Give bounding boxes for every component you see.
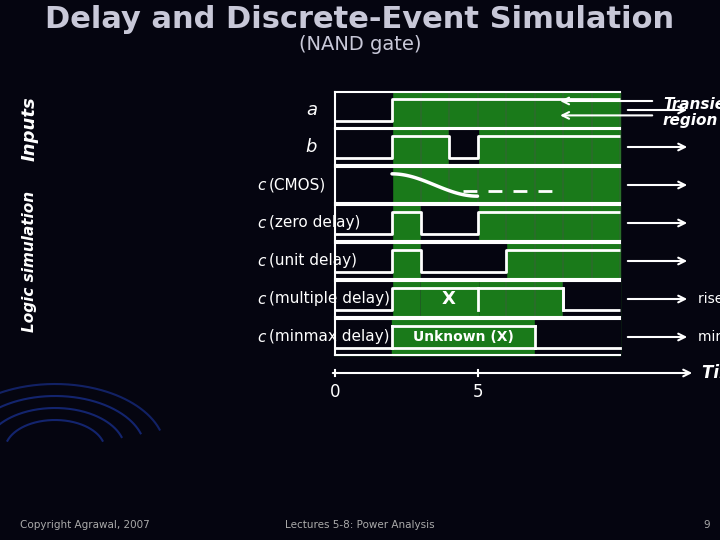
Bar [335, 92, 392, 128]
Bar [563, 281, 620, 317]
Bar [420, 205, 477, 241]
Text: (unit delay): (unit delay) [269, 253, 357, 268]
Text: Unknown (X): Unknown (X) [413, 330, 513, 344]
Text: (zero delay): (zero delay) [269, 215, 361, 231]
Text: Transient: Transient [663, 97, 720, 112]
Text: c: c [257, 292, 266, 307]
Bar [335, 243, 620, 279]
Text: X: X [442, 290, 456, 308]
Bar [335, 167, 620, 203]
Text: min =2, max =5: min =2, max =5 [698, 330, 720, 344]
Bar [335, 281, 392, 317]
Bar [449, 129, 477, 165]
Bar [335, 319, 620, 355]
Text: a: a [306, 101, 317, 119]
Text: 0: 0 [330, 383, 341, 401]
Bar [335, 129, 620, 165]
Bar [335, 205, 620, 241]
Text: 5: 5 [472, 383, 482, 401]
Bar [335, 129, 392, 165]
Bar [335, 92, 620, 128]
Text: rise=5, fall=5: rise=5, fall=5 [698, 292, 720, 306]
Text: (CMOS): (CMOS) [269, 178, 326, 192]
Text: c: c [257, 329, 266, 345]
Text: (minmax delay): (minmax delay) [269, 329, 390, 345]
Bar [392, 319, 534, 355]
Bar [420, 281, 477, 317]
Text: 9: 9 [703, 520, 710, 530]
Text: Delay and Discrete-Event Simulation: Delay and Discrete-Event Simulation [45, 5, 675, 35]
Text: Copyright Agrawal, 2007: Copyright Agrawal, 2007 [20, 520, 150, 530]
Text: region: region [663, 113, 719, 129]
Bar [335, 243, 392, 279]
Bar [420, 243, 506, 279]
Bar [335, 281, 620, 317]
Text: b: b [305, 138, 317, 156]
Bar [420, 319, 534, 355]
Text: Logic simulation: Logic simulation [22, 191, 37, 332]
Text: Time units: Time units [702, 364, 720, 382]
Bar [335, 319, 392, 355]
Text: c: c [257, 253, 266, 268]
Text: (NAND gate): (NAND gate) [299, 35, 421, 53]
Text: c: c [257, 215, 266, 231]
Text: Lectures 5-8: Power Analysis: Lectures 5-8: Power Analysis [285, 520, 435, 530]
Text: (multiple delay): (multiple delay) [269, 292, 390, 307]
Bar [335, 167, 392, 203]
Text: c: c [257, 178, 266, 192]
Bar [534, 319, 620, 355]
Text: Inputs: Inputs [21, 96, 39, 161]
Bar [335, 205, 392, 241]
Bar [420, 281, 477, 317]
